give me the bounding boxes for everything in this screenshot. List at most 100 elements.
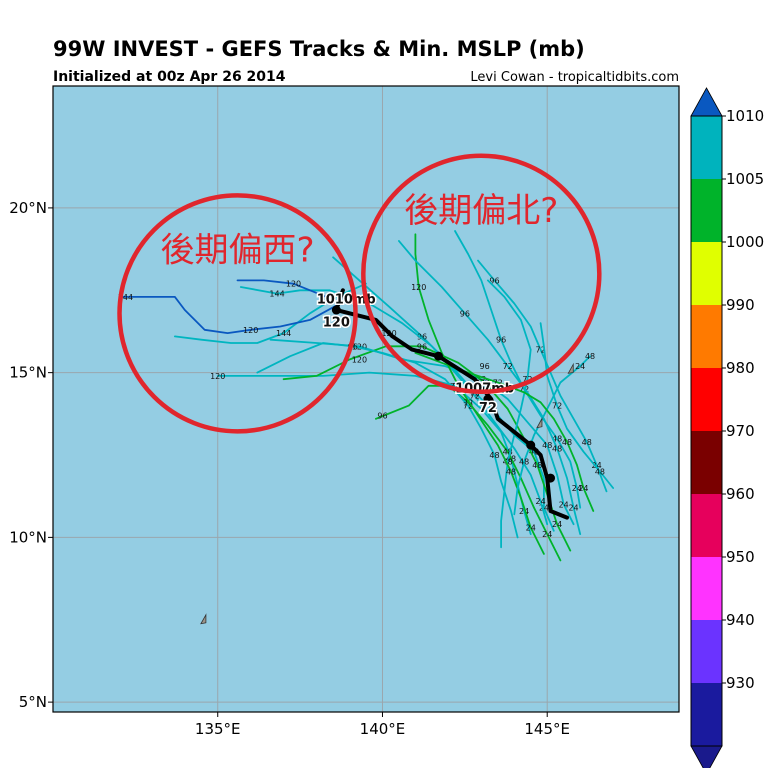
colorbar-segment bbox=[691, 368, 722, 431]
member-hour-label: 72 bbox=[470, 392, 480, 401]
x-tick-label: 145°E bbox=[524, 720, 570, 738]
annotation-text-2: 後期偏北? bbox=[404, 191, 558, 231]
member-hour-label: 48 bbox=[532, 461, 542, 470]
member-hour-label: 24 bbox=[539, 504, 549, 513]
y-tick-label: 10°N bbox=[9, 528, 47, 546]
member-hour-label: 24 bbox=[578, 484, 588, 493]
member-hour-label: 96 bbox=[489, 276, 499, 285]
member-hour-label: 72 bbox=[480, 379, 490, 388]
mean-track-point bbox=[483, 394, 493, 404]
member-hour-label: 96 bbox=[417, 342, 427, 351]
member-hour-label: 72 bbox=[453, 382, 463, 391]
colorbar-segment bbox=[691, 242, 722, 305]
member-hour-label: 24 bbox=[519, 507, 529, 516]
member-hour-label: 24 bbox=[592, 461, 602, 470]
colorbar-segment bbox=[691, 116, 722, 179]
palau-island bbox=[200, 613, 207, 625]
member-hour-label: 144 bbox=[276, 329, 291, 338]
mean-hour-label: 72 bbox=[479, 401, 497, 416]
member-hour-label: 144 bbox=[118, 293, 133, 302]
annotation-circle-2 bbox=[361, 153, 602, 395]
member-hour-label: 72 bbox=[536, 346, 546, 355]
member-hour-label: 72 bbox=[519, 385, 529, 394]
member-hour-label: 96 bbox=[460, 309, 470, 318]
member-track bbox=[398, 240, 582, 535]
colorbar-tick-label: 960 bbox=[726, 485, 755, 503]
member-track bbox=[375, 384, 562, 562]
member-hour-label: 48 bbox=[585, 352, 595, 361]
member-hour-label: 24 bbox=[572, 484, 582, 493]
member-hour-label: 96 bbox=[377, 411, 387, 420]
member-hour-label: 24 bbox=[542, 530, 552, 539]
colorbar-segment bbox=[691, 305, 722, 368]
member-hour-label: 48 bbox=[519, 458, 529, 467]
member-hour-label: 120 bbox=[411, 283, 426, 292]
colorbar-tick-label: 1010 bbox=[726, 107, 764, 125]
member-hour-label: 48 bbox=[529, 448, 539, 457]
colorbar-segment bbox=[691, 179, 722, 242]
latitude-axis: 5°N 10°N 15°N 20°N bbox=[9, 199, 53, 711]
pressure-colorbar: 1010 1005 1000 990 980 970 960 950 940 930 bbox=[690, 87, 764, 768]
member-hour-label: 48 bbox=[503, 448, 513, 457]
member-hour-label: 48 bbox=[582, 438, 592, 447]
member-hour-label: 24 bbox=[526, 523, 536, 532]
saipan-island bbox=[567, 362, 574, 374]
member-hour-label: 48 bbox=[542, 441, 552, 450]
member-hour-label: 48 bbox=[595, 467, 605, 476]
x-tick-label: 135°E bbox=[195, 720, 241, 738]
member-hour-label: 24 bbox=[536, 497, 546, 506]
annotation-text-1: 後期偏西? bbox=[160, 230, 314, 270]
member-hour-label: 96 bbox=[480, 362, 490, 371]
member-hour-label: 48 bbox=[562, 438, 572, 447]
member-hour-label: 48 bbox=[506, 467, 516, 476]
colorbar-segment bbox=[691, 431, 722, 494]
member-hour-label: 48 bbox=[552, 435, 562, 444]
member-hour-label: 120 bbox=[352, 355, 367, 364]
colorbar-tick-label: 930 bbox=[726, 674, 755, 692]
colorbar-tick-label: 950 bbox=[726, 548, 755, 566]
mean-track-point bbox=[433, 351, 443, 361]
member-hour-label: 96 bbox=[417, 332, 427, 341]
mean-track-line bbox=[334, 288, 569, 520]
colorbar-segment bbox=[691, 494, 722, 557]
member-track bbox=[414, 233, 545, 555]
member-hour-label: 24 bbox=[568, 504, 578, 513]
member-track bbox=[236, 279, 328, 298]
member-track bbox=[539, 322, 614, 489]
member-track bbox=[454, 230, 582, 509]
figure-credit: Levi Cowan - tropicaltidbits.com bbox=[470, 70, 679, 85]
mean-hour-label: 120 bbox=[323, 316, 350, 331]
member-hour-label: 72 bbox=[463, 398, 473, 407]
member-track bbox=[477, 259, 608, 493]
map-frame bbox=[52, 85, 680, 713]
annotation-circle-1 bbox=[117, 193, 358, 434]
x-tick-label: 140°E bbox=[360, 720, 406, 738]
member-track bbox=[256, 342, 519, 539]
annotation-circles: 後期偏西? 後期偏北? bbox=[117, 153, 602, 434]
member-hour-label: 120 bbox=[286, 280, 301, 289]
member-hour-label: 72 bbox=[463, 402, 473, 411]
member-track bbox=[121, 296, 348, 334]
longitude-axis: 135°E 140°E 145°E bbox=[195, 712, 570, 738]
mean-track-point bbox=[546, 473, 556, 483]
member-hour-label: 120 bbox=[243, 326, 258, 335]
islands bbox=[200, 362, 574, 625]
y-tick-label: 20°N bbox=[9, 199, 47, 217]
member-hour-label: 24 bbox=[559, 500, 569, 509]
ocean-background bbox=[53, 86, 679, 712]
mean-track-point bbox=[526, 440, 536, 450]
colorbar-segment bbox=[691, 620, 722, 683]
mean-pressure-label: 1010mb bbox=[317, 292, 376, 307]
y-tick-label: 5°N bbox=[19, 693, 47, 711]
member-hour-label: 120 bbox=[210, 372, 225, 381]
member-track bbox=[487, 279, 532, 549]
member-hour-label: 96 bbox=[496, 336, 506, 345]
colorbar-segment bbox=[691, 557, 722, 620]
member-track bbox=[174, 282, 367, 344]
mean-track-point bbox=[331, 305, 341, 315]
member-hour-label: 48 bbox=[552, 444, 562, 453]
colorbar-tick-label: 990 bbox=[726, 296, 755, 314]
member-hour-label: 48 bbox=[503, 458, 513, 467]
